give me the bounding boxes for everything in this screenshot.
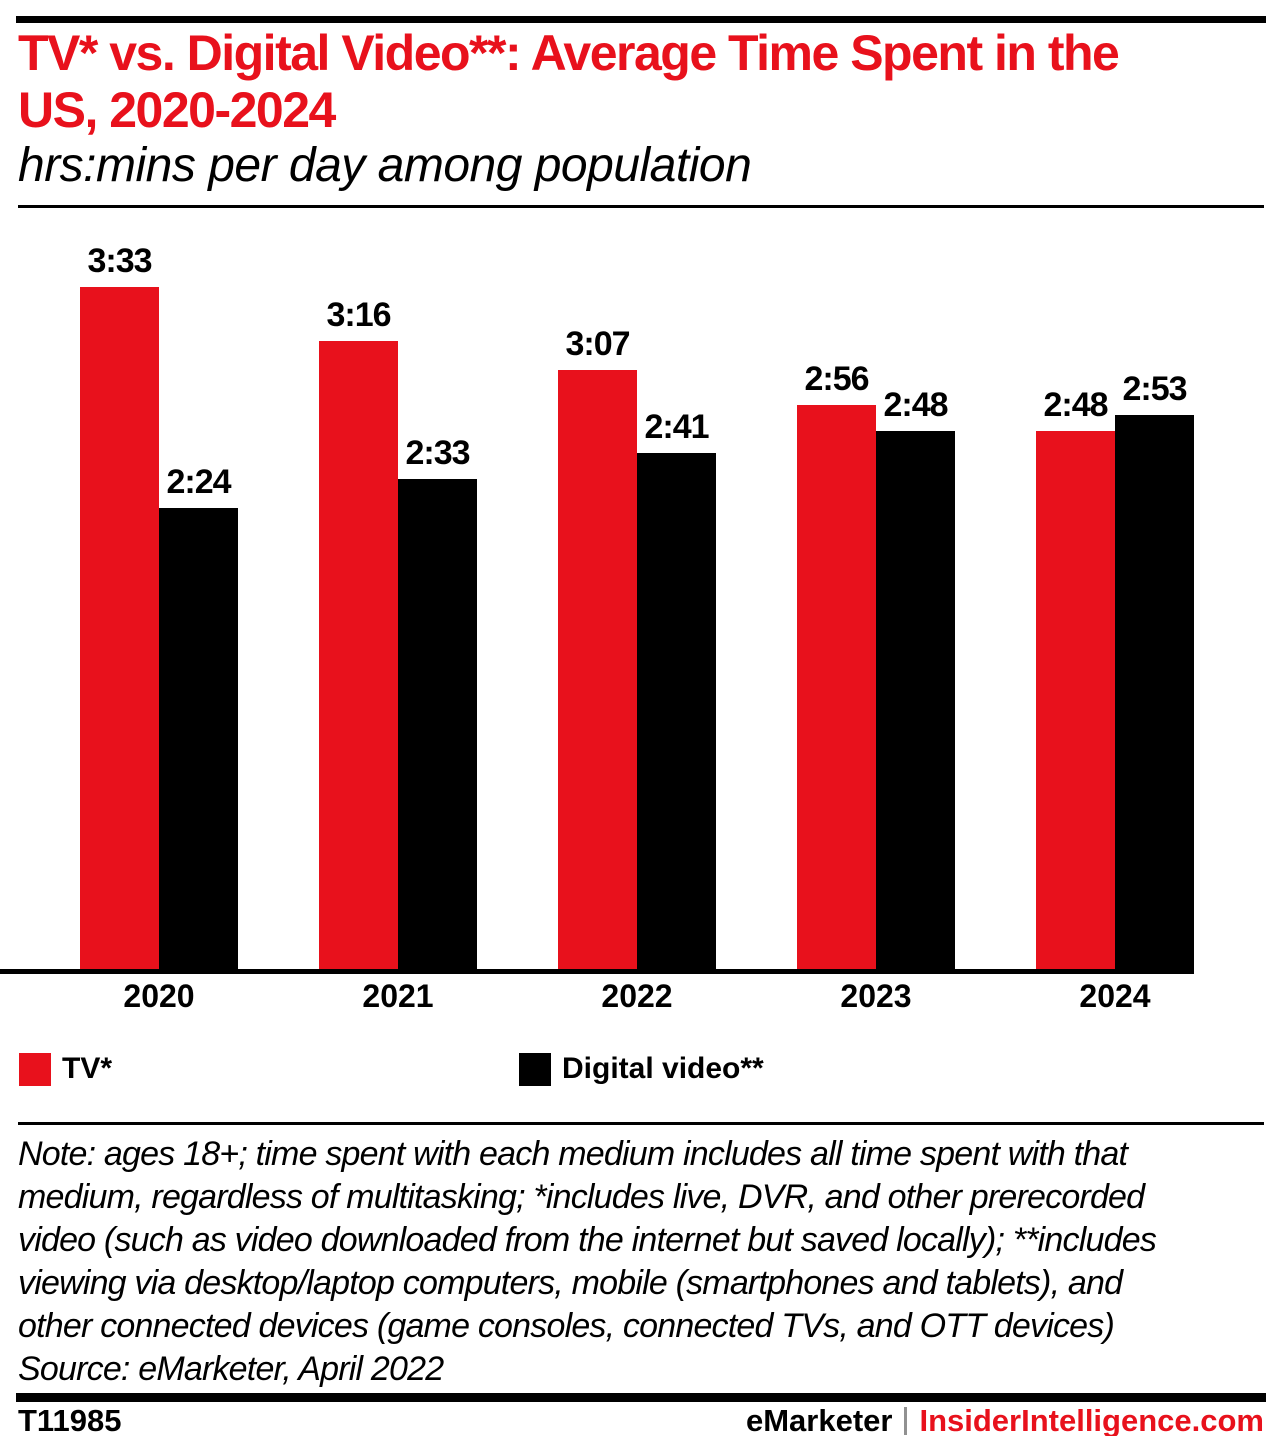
note-line: other connected devices (game consoles, …	[18, 1307, 1115, 1345]
bar-tv-2022	[558, 370, 637, 969]
bar-value-label-digital-video-2024: 2:53	[1122, 370, 1187, 408]
bar-group-2024: 2:48 2:53	[1036, 230, 1194, 974]
header-divider-line	[18, 205, 1264, 208]
footer-branding: eMarketer InsiderIntelligence.com	[745, 1403, 1264, 1436]
insider-intelligence-link[interactable]: InsiderIntelligence.com	[919, 1403, 1264, 1436]
note-line: medium, regardless of multitasking; *inc…	[18, 1178, 1145, 1216]
footer-divider-bar	[904, 1407, 908, 1435]
top-accent-bar	[16, 16, 1266, 23]
bar-digital-video-2020	[159, 508, 238, 969]
bar-chart: 3:33 2:24 3:16 2:33 3:07 2:41 2:56 2:48 2:48 2:53	[0, 230, 1280, 974]
source-line: Source: eMarketer, April 2022	[18, 1350, 444, 1388]
bar-value-label-digital-video-2020: 2:24	[166, 463, 231, 501]
chart-id: T11985	[18, 1403, 122, 1436]
note-line: Note: ages 18+; time spent with each med…	[18, 1135, 1128, 1173]
bar-value-label-tv-2020: 3:33	[87, 242, 152, 280]
bar-value-label-tv-2023: 2:56	[804, 360, 869, 398]
chart-subtitle: hrs:mins per day among population	[18, 139, 752, 192]
bar-tv-2021	[319, 341, 398, 969]
bar-tv-2023	[797, 405, 876, 969]
bar-digital-video-2021	[398, 479, 477, 969]
x-axis-labels: 2020 2021 2022 2023 2024	[0, 976, 1280, 1016]
footer-accent-bar	[16, 1393, 1266, 1402]
bar-group-2021: 3:16 2:33	[319, 230, 477, 974]
tv-legend-swatch	[19, 1053, 51, 1086]
note-line: viewing via desktop/laptop computers, mo…	[18, 1264, 1123, 1302]
note-text: Note: ages 18+; time spent with each med…	[18, 1133, 1268, 1391]
bar-value-label-digital-video-2022: 2:41	[644, 408, 709, 446]
legend: TV* Digital video**	[0, 1045, 1280, 1105]
bar-group-2023: 2:56 2:48	[797, 230, 955, 974]
bar-value-label-tv-2021: 3:16	[326, 296, 391, 334]
digital-video-legend-label: Digital video**	[562, 1052, 764, 1085]
bar-value-label-tv-2022: 3:07	[565, 325, 630, 363]
bar-group-2022: 3:07 2:41	[558, 230, 716, 974]
note-divider-line	[18, 1122, 1264, 1125]
x-axis-baseline	[0, 969, 1194, 974]
footer: T11985 eMarketer InsiderIntelligence.com	[18, 1403, 1266, 1436]
bar-value-label-tv-2024: 2:48	[1043, 386, 1108, 424]
bar-value-label-digital-video-2021: 2:33	[405, 434, 470, 472]
bar-digital-video-2022	[637, 453, 716, 969]
bar-tv-2024	[1036, 431, 1115, 969]
digital-video-legend-swatch	[519, 1053, 551, 1086]
x-axis-label-2021: 2021	[362, 978, 434, 1014]
emarketer-brand: eMarketer	[745, 1403, 893, 1436]
x-axis-label-2022: 2022	[601, 978, 673, 1014]
tv-legend-label: TV*	[62, 1052, 113, 1085]
bar-tv-2020	[80, 287, 159, 969]
x-axis-label-2024: 2024	[1079, 978, 1151, 1014]
x-axis-label-2020: 2020	[123, 978, 195, 1014]
bar-group-2020: 3:33 2:24	[80, 230, 238, 974]
x-axis-label-2023: 2023	[840, 978, 912, 1014]
bar-value-label-digital-video-2023: 2:48	[883, 386, 948, 424]
chart-title-line1: TV* vs. Digital Video**: Average Time Sp…	[18, 25, 1120, 81]
bar-digital-video-2024	[1115, 415, 1194, 969]
chart-title: TV* vs. Digital Video**: Average Time Sp…	[18, 25, 1120, 139]
chart-title-line2: US, 2020-2024	[18, 82, 336, 138]
note-line: video (such as video downloaded from the…	[18, 1221, 1157, 1259]
bar-digital-video-2023	[876, 431, 955, 969]
